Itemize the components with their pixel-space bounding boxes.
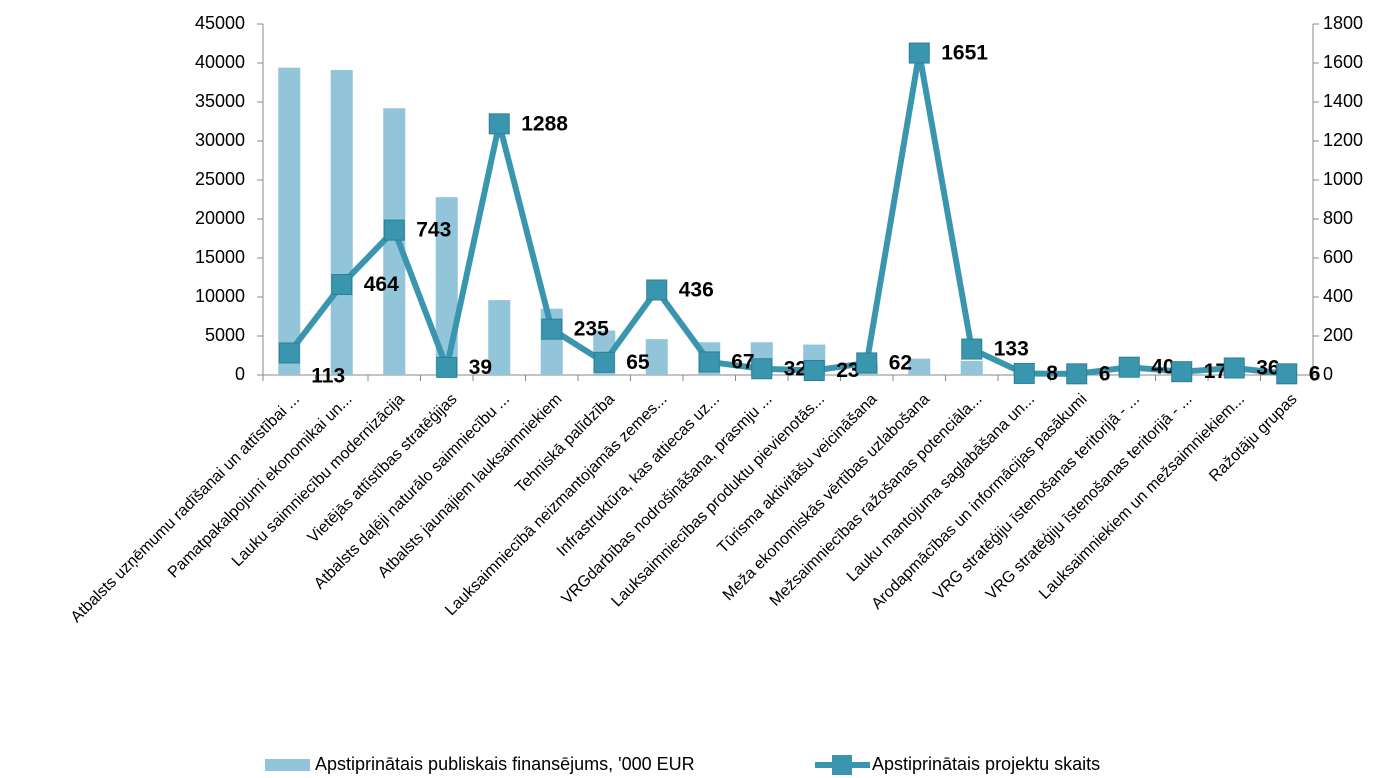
data-label: 36 (1256, 357, 1279, 380)
y2-tick-label: 1800 (1323, 13, 1363, 33)
data-label: 235 (574, 318, 609, 341)
y-tick-label: 30000 (195, 130, 245, 150)
data-label: 113 (311, 365, 345, 388)
bar (488, 300, 511, 375)
marker (1223, 357, 1245, 379)
marker (488, 113, 510, 135)
marker (331, 274, 353, 296)
x-tick-label: Tehniskā palīdzība (512, 391, 618, 497)
y2-tick-label: 1600 (1323, 52, 1363, 72)
data-label: 743 (416, 219, 451, 242)
x-tick-label: Atbalsts daļēji naturālo saimniecību ... (311, 391, 513, 593)
bar (960, 360, 983, 375)
data-label: 436 (679, 279, 714, 302)
y-tick-label: 45000 (195, 13, 245, 33)
marker (803, 360, 825, 382)
data-label: 32 (784, 357, 807, 380)
marker (1066, 363, 1088, 385)
data-label: 40 (1151, 356, 1174, 379)
marker (908, 42, 930, 64)
data-label: 1651 (941, 42, 988, 65)
y-tick-label: 0 (235, 364, 245, 384)
y-tick-label: 20000 (195, 208, 245, 228)
legend-label: Apstiprinātais publiskais finansējums, '… (315, 754, 695, 774)
data-label: 67 (731, 350, 754, 373)
y-tick-label: 35000 (195, 91, 245, 111)
marker (646, 279, 668, 301)
x-tick-label: Atbalsts uzņēmumu radīšanai un attīstība… (68, 391, 303, 626)
x-tick-label: Atbalsts jaunajiem lauksaimniekiem (375, 391, 566, 582)
marker (541, 318, 563, 340)
y-tick-label: 40000 (195, 52, 245, 72)
x-tick-label: Lauku mantojuma saglabāšana un... (844, 391, 1038, 585)
data-label: 23 (836, 359, 859, 382)
data-label: 17 (1204, 360, 1227, 383)
data-label: 65 (626, 351, 650, 374)
y-tick-label: 10000 (195, 286, 245, 306)
bar (278, 67, 301, 376)
marker (383, 219, 405, 241)
marker (1171, 361, 1193, 383)
marker (751, 358, 773, 380)
marker (278, 342, 300, 364)
y2-tick-label: 0 (1323, 364, 1333, 384)
data-label: 8 (1046, 362, 1058, 385)
bar (330, 70, 353, 376)
marker (698, 351, 720, 373)
y2-tick-label: 1000 (1323, 169, 1363, 189)
marker (593, 351, 615, 373)
bar (645, 339, 668, 375)
marker (1013, 362, 1035, 384)
data-label: 6 (1309, 362, 1321, 385)
bar (383, 108, 406, 376)
y2-tick-label: 1400 (1323, 91, 1363, 111)
x-tick-label: Ražotāju grupas (1206, 391, 1300, 485)
y2-tick-label: 1200 (1323, 130, 1363, 150)
data-label: 133 (994, 338, 1029, 361)
legend-label: Apstiprinātais projektu skaits (872, 754, 1100, 774)
marker (856, 352, 878, 374)
y-tick-label: 25000 (195, 169, 245, 189)
data-label: 1288 (521, 112, 568, 135)
legend-marker (832, 755, 852, 775)
y2-tick-label: 600 (1323, 247, 1353, 267)
data-label: 39 (469, 356, 492, 379)
y-tick-label: 5000 (205, 325, 245, 345)
x-tick-label: Pamatpakalpojumi ekonomikai un... (165, 391, 356, 582)
y2-tick-label: 400 (1323, 286, 1353, 306)
y2-tick-label: 200 (1323, 325, 1353, 345)
legend-swatch (265, 759, 310, 771)
marker (1276, 363, 1298, 385)
bar (908, 358, 931, 375)
marker (1118, 356, 1140, 378)
marker (436, 356, 458, 378)
data-label: 6 (1099, 362, 1111, 385)
marker (961, 338, 983, 360)
data-label: 62 (889, 351, 912, 374)
y2-tick-label: 800 (1323, 208, 1353, 228)
y-tick-label: 15000 (195, 247, 245, 267)
data-label: 464 (364, 273, 399, 296)
